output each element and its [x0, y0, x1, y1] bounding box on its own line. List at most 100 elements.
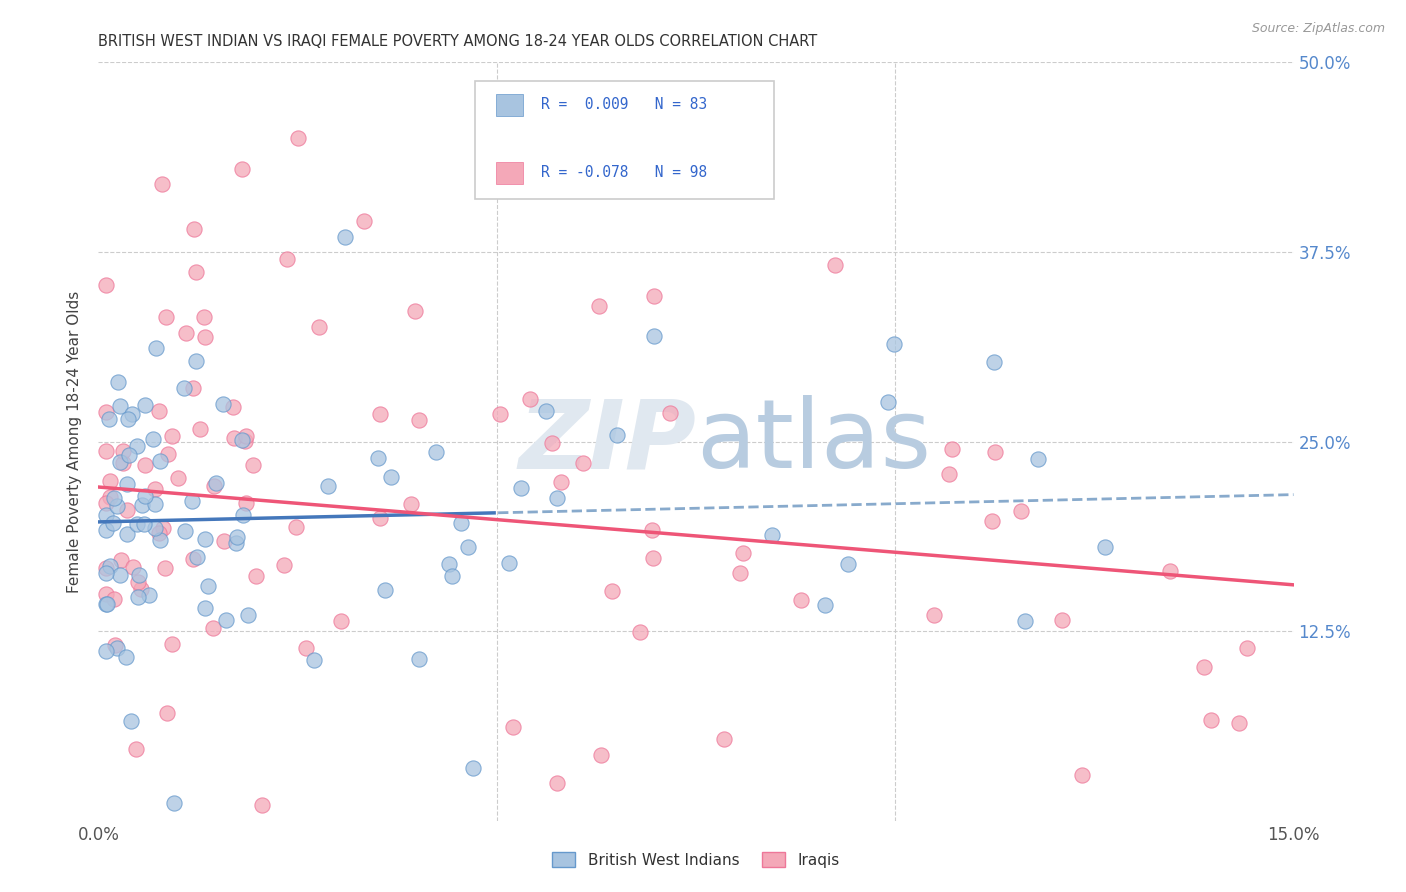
Point [641, 551, 664, 566]
Point [761, 527, 783, 541]
Point [103, 592, 125, 607]
Point [153, 560, 176, 574]
Point [132, 517, 155, 532]
Point [302, 653, 325, 667]
Point [222, 431, 245, 445]
FancyBboxPatch shape [475, 81, 773, 199]
Point [437, 557, 460, 571]
Point [148, 525, 170, 540]
Point [510, 481, 533, 495]
Point [231, 433, 253, 447]
Point [295, 640, 318, 655]
Point [643, 329, 665, 343]
Point [1014, 614, 1036, 628]
Point [96, 587, 118, 601]
Point [546, 775, 568, 789]
Point [108, 568, 131, 582]
Point [204, 475, 226, 490]
Point [121, 407, 143, 421]
Point [197, 579, 219, 593]
Point [368, 510, 391, 524]
Point [107, 375, 129, 389]
Point [242, 458, 264, 473]
Point [440, 569, 463, 583]
Point [571, 456, 593, 470]
Point [98, 474, 121, 488]
Point [104, 638, 127, 652]
Point [728, 566, 751, 580]
Point [96, 278, 118, 293]
Point [98, 490, 121, 504]
Point [628, 624, 651, 639]
Point [143, 497, 166, 511]
Point [180, 493, 202, 508]
Point [152, 521, 174, 535]
Point [883, 337, 905, 351]
Point [641, 523, 664, 537]
Point [1050, 614, 1073, 628]
Point [162, 796, 184, 810]
Point [117, 448, 139, 462]
Point [127, 517, 149, 532]
Point [408, 413, 430, 427]
Point [329, 614, 352, 628]
Point [201, 621, 224, 635]
Point [591, 747, 613, 762]
Text: R = -0.078   N = 98: R = -0.078 N = 98 [541, 165, 707, 180]
Point [550, 475, 572, 489]
Point [1094, 540, 1116, 554]
Point [232, 508, 254, 522]
Point [181, 552, 204, 566]
FancyBboxPatch shape [496, 162, 523, 184]
Point [142, 432, 165, 446]
Point [129, 582, 152, 596]
Point [308, 320, 330, 334]
Point [173, 381, 195, 395]
Point [922, 607, 945, 622]
Text: atlas: atlas [696, 395, 931, 488]
Point [134, 458, 156, 472]
Point [160, 429, 183, 443]
Point [117, 412, 139, 426]
Point [276, 252, 298, 266]
Point [120, 714, 142, 728]
Point [202, 479, 225, 493]
Point [489, 407, 512, 421]
Point [111, 456, 134, 470]
Point [194, 601, 217, 615]
Point [367, 450, 389, 465]
Point [498, 556, 520, 570]
Point [96, 523, 118, 537]
Text: ZIP: ZIP [517, 395, 696, 488]
Point [588, 299, 610, 313]
Point [128, 568, 150, 582]
Point [101, 516, 124, 530]
Point [167, 471, 190, 485]
Point [425, 444, 447, 458]
Point [125, 742, 148, 756]
Point [150, 177, 173, 191]
Point [335, 229, 357, 244]
Point [273, 558, 295, 573]
Point [96, 561, 118, 575]
Point [404, 303, 426, 318]
Point [174, 326, 197, 341]
Point [1071, 768, 1094, 782]
Point [96, 443, 118, 458]
Point [96, 597, 118, 611]
Point [96, 644, 118, 658]
Point [148, 404, 170, 418]
Point [353, 214, 375, 228]
Text: Source: ZipAtlas.com: Source: ZipAtlas.com [1251, 22, 1385, 36]
Point [245, 569, 267, 583]
Point [96, 405, 118, 419]
Point [980, 514, 1002, 528]
Point [226, 530, 249, 544]
FancyBboxPatch shape [496, 94, 523, 116]
Point [162, 637, 184, 651]
Point [941, 442, 963, 456]
Point [733, 546, 755, 560]
Point [98, 559, 121, 574]
Point [380, 470, 402, 484]
Point [156, 447, 179, 461]
